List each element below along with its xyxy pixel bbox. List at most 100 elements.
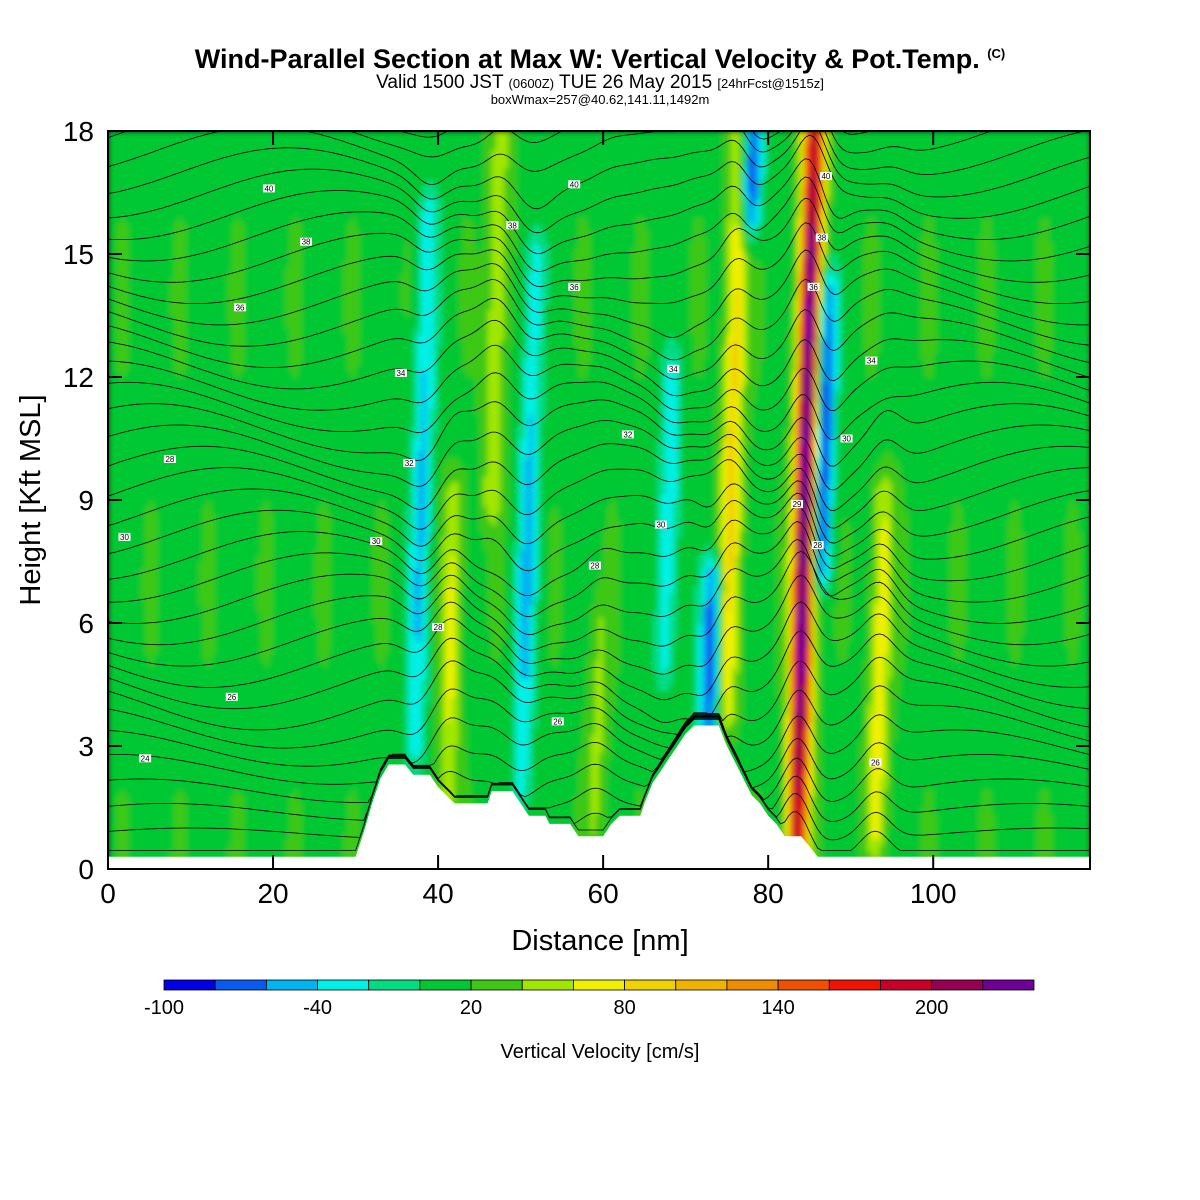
velocity-cell: [145, 697, 150, 704]
velocity-cell: [112, 451, 117, 458]
velocity-cell: [112, 586, 117, 593]
velocity-cell: [129, 359, 134, 366]
velocity-cell: [129, 506, 134, 513]
velocity-cell: [129, 168, 134, 175]
velocity-cell: [129, 783, 134, 790]
velocity-cell: [129, 420, 134, 427]
velocity-cell: [112, 562, 117, 569]
velocity-cell: [145, 605, 150, 612]
velocity-cell: [145, 266, 150, 273]
velocity-cell: [129, 377, 134, 384]
velocity-cell: [112, 525, 117, 532]
velocity-cell: [112, 703, 117, 710]
velocity-cell: [129, 838, 134, 845]
velocity-cell: [129, 746, 134, 753]
velocity-cell: [145, 131, 150, 138]
velocity-cell: [145, 402, 150, 409]
velocity-cell: [145, 832, 150, 839]
velocity-cell: [129, 678, 134, 685]
velocity-cell: [129, 814, 134, 821]
velocity-cell: [129, 463, 134, 470]
velocity-cell: [129, 635, 134, 642]
velocity-cell: [129, 555, 134, 562]
velocity-cell: [145, 279, 150, 286]
velocity-cell: [129, 715, 134, 722]
velocity-cell: [145, 814, 150, 821]
velocity-cell: [112, 457, 117, 464]
velocity-cell: [145, 549, 150, 556]
velocity-cell: [145, 168, 150, 175]
velocity-cell: [145, 531, 150, 538]
velocity-cell: [145, 666, 150, 673]
velocity-cell: [112, 156, 117, 163]
velocity-cell: [129, 752, 134, 759]
velocity-cell: [112, 260, 117, 267]
velocity-cell: [112, 266, 117, 273]
velocity-cell: [145, 291, 150, 298]
velocity-cell: [129, 851, 134, 858]
velocity-cell: [112, 672, 117, 679]
velocity-cell: [129, 765, 134, 772]
velocity-cell: [129, 734, 134, 741]
velocity-field: [108, 131, 1091, 870]
velocity-cell: [129, 808, 134, 815]
velocity-cell: [129, 439, 134, 446]
velocity-cell: [112, 383, 117, 390]
velocity-cell: [145, 186, 150, 193]
velocity-cell: [129, 143, 134, 150]
velocity-cell: [129, 771, 134, 778]
velocity-cell: [145, 783, 150, 790]
velocity-cell: [145, 543, 150, 550]
velocity-cell: [112, 826, 117, 833]
velocity-cell: [112, 734, 117, 741]
velocity-cell: [145, 635, 150, 642]
velocity-cell: [112, 635, 117, 642]
velocity-cell: [145, 475, 150, 482]
velocity-cell: [129, 248, 134, 255]
velocity-cell: [145, 408, 150, 415]
velocity-cell: [145, 328, 150, 335]
velocity-cell: [145, 445, 150, 452]
velocity-cell: [129, 832, 134, 839]
velocity-cell: [112, 789, 117, 796]
velocity-cell: [129, 242, 134, 249]
velocity-cell: [145, 340, 150, 347]
velocity-cell: [112, 771, 117, 778]
velocity-cell: [129, 162, 134, 169]
velocity-cell: [145, 586, 150, 593]
velocity-cell: [129, 617, 134, 624]
velocity-cell: [129, 543, 134, 550]
velocity-cell: [129, 211, 134, 218]
velocity-cell: [112, 236, 117, 243]
velocity-cell: [129, 549, 134, 556]
velocity-cell: [145, 193, 150, 200]
velocity-cell: [145, 629, 150, 636]
velocity-cell: [112, 432, 117, 439]
velocity-cell: [145, 236, 150, 243]
velocity-cell: [129, 432, 134, 439]
velocity-cell: [129, 592, 134, 599]
velocity-cell: [112, 605, 117, 612]
velocity-cell: [145, 654, 150, 661]
velocity-cell: [129, 260, 134, 267]
velocity-cell: [112, 814, 117, 821]
velocity-cell: [112, 685, 117, 692]
velocity-cell: [145, 395, 150, 402]
velocity-cell: [129, 137, 134, 144]
velocity-cell: [129, 223, 134, 230]
velocity-cell: [145, 432, 150, 439]
velocity-cell: [145, 641, 150, 648]
velocity-cell: [112, 832, 117, 839]
velocity-cell: [145, 660, 150, 667]
velocity-cell: [112, 537, 117, 544]
velocity-cell: [145, 851, 150, 858]
velocity-cell: [129, 309, 134, 316]
velocity-cell: [112, 328, 117, 335]
velocity-cell: [112, 574, 117, 581]
velocity-cell: [129, 229, 134, 236]
velocity-cell: [112, 316, 117, 323]
velocity-cell: [112, 242, 117, 249]
velocity-cell: [145, 457, 150, 464]
velocity-cell: [145, 389, 150, 396]
velocity-cell: [145, 254, 150, 261]
